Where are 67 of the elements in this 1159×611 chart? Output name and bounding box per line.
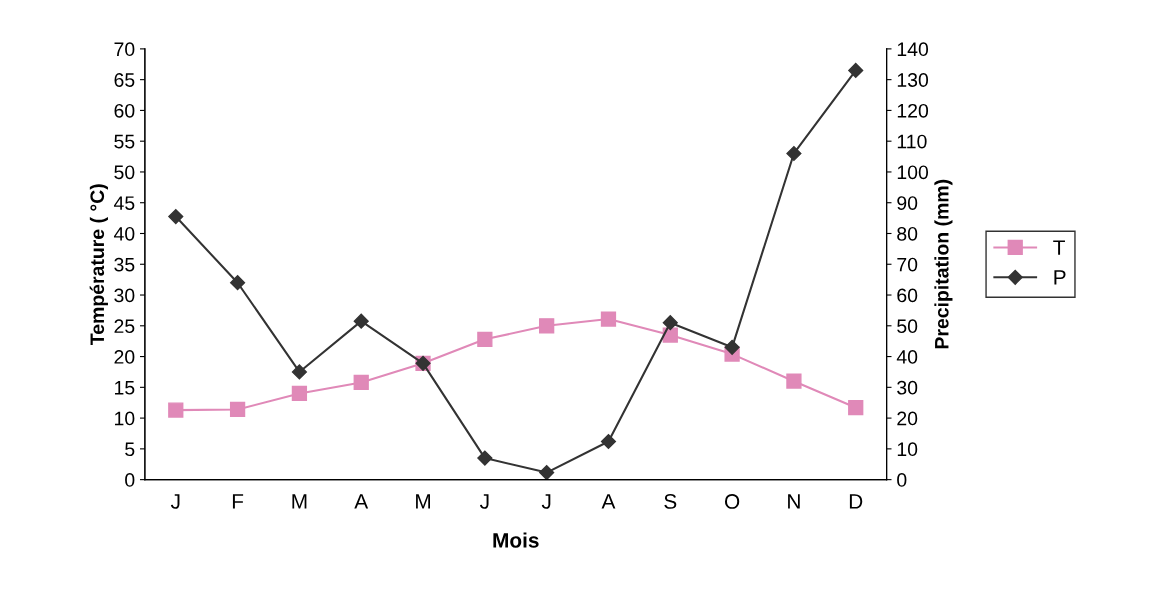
y-tick-label: 30 [114, 288, 135, 303]
y2-tick-label: 140 [897, 42, 929, 57]
y2-tick-label: 90 [897, 196, 918, 210]
y2-tick-label: 40 [896, 350, 918, 364]
point [662, 315, 678, 331]
point [724, 339, 740, 355]
y-tick-label: 5 [125, 442, 135, 457]
point [168, 402, 184, 418]
point [539, 464, 555, 480]
x-tick-label: J [541, 494, 551, 509]
point [848, 399, 864, 416]
y2-tick-label: 50 [897, 319, 918, 334]
x-tick-label: N [788, 494, 800, 509]
y2-tick-label: 80 [897, 226, 918, 241]
y2-tick-label: 20 [897, 411, 918, 426]
x-tick-label: F [232, 494, 244, 509]
legend-label: P [1054, 270, 1066, 285]
point [291, 364, 307, 380]
point [353, 313, 369, 329]
y-tick-label: 45 [113, 196, 135, 210]
x-tick-label: J [479, 494, 489, 509]
x-tick-label: O [724, 494, 740, 509]
y2-tick-label: 30 [897, 380, 918, 395]
point [539, 318, 555, 334]
y-axis-title: Température ( °C) [89, 184, 108, 345]
x-tick-label: J [170, 494, 180, 509]
y-tick-label: 65 [114, 73, 135, 87]
y2-tick-label: 0 [897, 473, 907, 487]
point [848, 62, 864, 78]
point [168, 208, 184, 225]
y-tick-label: 55 [114, 134, 135, 149]
y-tick-label: 50 [114, 165, 135, 180]
legend-label: T [1053, 240, 1065, 255]
y-tick-label: 20 [114, 350, 135, 364]
point [230, 275, 246, 291]
point [600, 311, 617, 327]
point [600, 433, 617, 450]
point [477, 450, 493, 466]
point [786, 373, 802, 389]
y2-tick-label: 120 [897, 103, 929, 118]
y-tick-label: 25 [114, 319, 135, 334]
y-tick-label: 40 [113, 226, 135, 241]
point [291, 385, 308, 402]
y-tick-label: 10 [115, 411, 135, 426]
y2-axis-title: Precipitation (mm) [934, 179, 953, 349]
x-tick-label: M [292, 494, 307, 509]
point [353, 374, 369, 391]
x-tick-label: A [354, 494, 369, 509]
x-tick-label: S [664, 494, 677, 509]
y-tick-label: 60 [114, 103, 135, 118]
y-tick-label: 70 [114, 42, 135, 57]
point [477, 331, 493, 347]
x-tick-label: D [849, 494, 863, 509]
y2-tick-label: 130 [897, 73, 929, 87]
y2-tick-label: 60 [897, 288, 918, 303]
point [786, 145, 802, 162]
y2-tick-label: 110 [897, 134, 927, 149]
y-tick-label: 35 [114, 257, 135, 272]
x-axis-title: Mois [493, 532, 539, 548]
point [229, 401, 246, 418]
x-tick-label: A [601, 494, 616, 509]
y2-tick-label: 70 [897, 257, 918, 272]
y2-tick-label: 10 [897, 442, 918, 457]
y-tick-label: 15 [115, 381, 135, 395]
y2-tick-label: 100 [897, 165, 929, 180]
y-tick-label: 0 [125, 473, 135, 487]
x-tick-label: M [416, 494, 430, 509]
